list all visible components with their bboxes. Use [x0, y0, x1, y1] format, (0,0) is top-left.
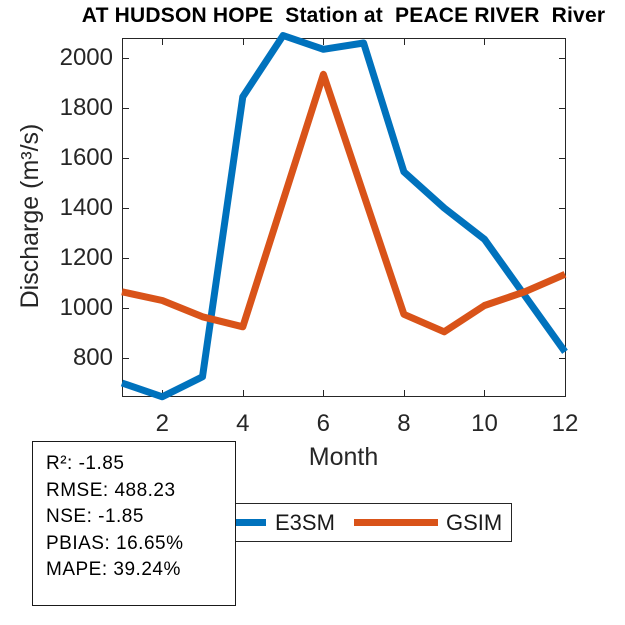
- x-tick-label: 10: [471, 410, 498, 437]
- axis-box-and-ticks: [122, 38, 566, 397]
- x-tick-label: 8: [397, 410, 411, 437]
- legend-label-e3sm: E3SM: [275, 510, 335, 535]
- stat-pbias: PBIAS: 16.65%: [46, 532, 184, 554]
- y-tick-label: 2000: [59, 44, 113, 71]
- legend-label-gsim: GSIM: [446, 510, 503, 535]
- data-lines: [120, 32, 568, 401]
- y-tick-label: 1200: [59, 244, 113, 271]
- x-tick-label: 4: [236, 410, 250, 437]
- y-tick-label: 1400: [59, 194, 113, 221]
- y-tick-label: 1800: [59, 94, 113, 121]
- x-tick-label: 6: [316, 410, 331, 437]
- stat-rmse: RMSE: 488.23: [46, 479, 176, 501]
- stats-box: R²: -1.85 RMSE: 488.23 NSE: -1.85 PBIAS:…: [32, 441, 236, 606]
- axis-box: [122, 38, 566, 397]
- stat-r2: R²: -1.85: [46, 453, 125, 474]
- e3sm-line: [120, 32, 568, 401]
- stat-nse: NSE: -1.85: [46, 506, 144, 527]
- y-tick-label: 1600: [59, 144, 113, 171]
- gsim-line: [121, 70, 567, 336]
- legend-line-gsim-icon: [354, 519, 438, 526]
- x-tick-label: 12: [551, 410, 579, 437]
- stat-mape: MAPE: 39.24%: [46, 559, 181, 580]
- chart-title: AT HUDSON HOPE Station at PEACE RIVER Ri…: [81, 4, 606, 27]
- y-tick-label: 1000: [59, 294, 113, 321]
- x-axis-label: Month: [308, 443, 379, 471]
- y-tick-label: 800: [72, 344, 113, 371]
- x-tick-label: 2: [155, 410, 169, 437]
